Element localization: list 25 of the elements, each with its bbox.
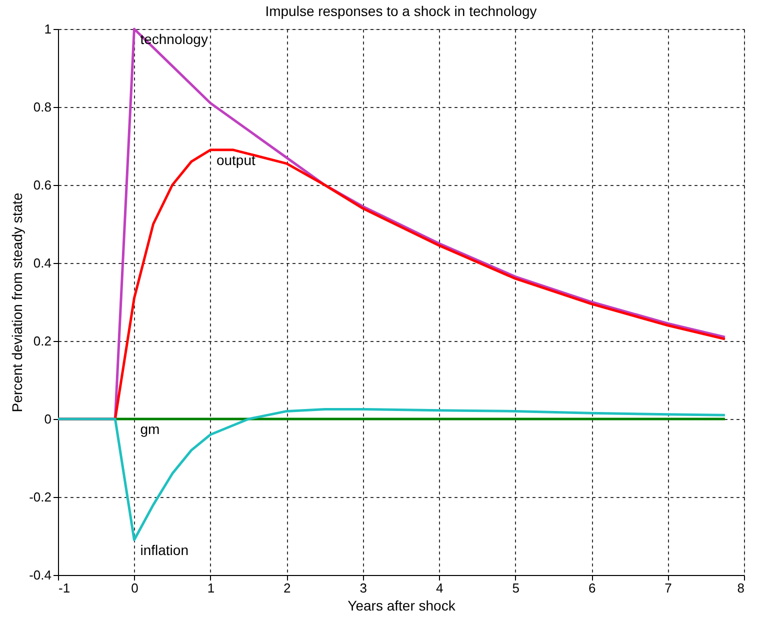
- x-tick-label: 0: [131, 580, 138, 596]
- series-label: gm: [140, 421, 160, 437]
- x-tick-label: 5: [512, 580, 520, 596]
- line-series: [56, 408, 726, 542]
- x-tick-label: 3: [360, 580, 368, 596]
- series-label: output: [216, 152, 256, 168]
- x-axis-title: Years after shock: [348, 598, 456, 614]
- chart-title: Impulse responses to a shock in technology: [265, 3, 537, 19]
- y-tick-label: 0: [44, 412, 52, 426]
- x-tick-label: 8: [737, 580, 744, 596]
- x-tick-label: 7: [664, 580, 672, 596]
- y-tick-label: -0.4: [29, 568, 52, 582]
- x-tick-label: 1: [207, 580, 215, 596]
- series-label: inflation: [140, 542, 188, 558]
- x-tick-label: 6: [588, 580, 596, 596]
- y-tick-label: -0.2: [29, 490, 52, 504]
- y-tick-label: 0.6: [33, 178, 52, 192]
- y-tick-label: 1: [44, 22, 52, 36]
- y-tick-label: 0.4: [33, 256, 52, 270]
- y-axis-title: Percent deviation from steady state: [9, 192, 26, 412]
- x-tick-label: 2: [284, 580, 291, 596]
- x-tick-label: -1: [58, 580, 70, 596]
- x-tick-label: 4: [436, 580, 444, 596]
- y-tick-label: 0.2: [33, 334, 52, 348]
- y-tick-label: 0.8: [33, 100, 52, 114]
